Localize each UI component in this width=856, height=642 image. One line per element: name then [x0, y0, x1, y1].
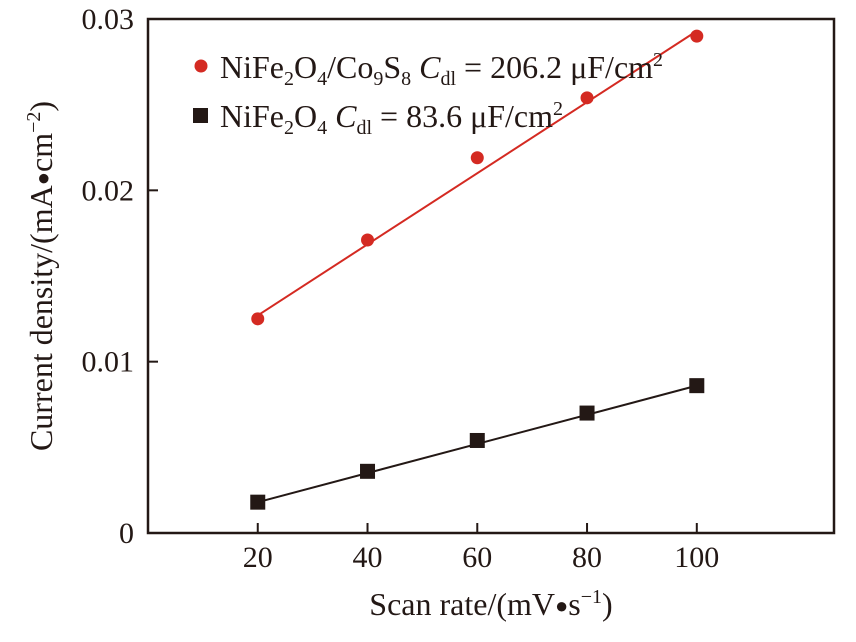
x-tick-label: 20 [243, 541, 273, 574]
data-point-nife2o4 [469, 432, 485, 448]
fit-line-nife2o4-co9s8 [257, 30, 698, 317]
data-point-nife2o4 [360, 463, 376, 479]
legend-label-nife2o4-co9s8: NiFe2O4/Co9S8 Cdl = 206.2 μF/cm2 [220, 49, 663, 90]
y-axis-label: Current density/(mA●cm−2) [23, 101, 59, 451]
data-point-nife2o4-co9s8 [580, 91, 594, 105]
data-point-nife2o4-co9s8 [361, 233, 375, 247]
legend-marker-nife2o4-co9s8 [194, 59, 208, 73]
data-point-nife2o4 [579, 405, 595, 421]
x-tick-label: 40 [353, 541, 383, 574]
y-tick-label: 0 [119, 517, 134, 550]
legend-label-nife2o4: NiFe2O4 Cdl = 83.6 μF/cm2 [220, 98, 563, 139]
y-tick-label: 0.02 [82, 174, 135, 207]
y-tick-label: 0.01 [82, 346, 135, 379]
x-tick-label: 60 [462, 541, 492, 574]
axis-ticks: 20 40 60 80 100 0 0.01 0.02 0.03 [82, 3, 720, 574]
data-point-nife2o4-co9s8 [690, 29, 704, 43]
legend-marker-nife2o4 [193, 108, 208, 123]
x-tick-label: 100 [674, 541, 719, 574]
y-tick-label: 0.03 [82, 3, 135, 36]
data-point-nife2o4-co9s8 [470, 151, 484, 165]
data-point-nife2o4 [689, 378, 705, 394]
legend: NiFe2O4/Co9S8 Cdl = 206.2 μF/cm2 NiFe2O4… [193, 49, 663, 139]
data-point-nife2o4 [250, 494, 266, 510]
x-tick-label: 80 [572, 541, 602, 574]
x-axis-label: Scan rate/(mV●s−1) [369, 586, 612, 622]
data-points [250, 29, 705, 510]
data-point-nife2o4-co9s8 [251, 312, 265, 326]
plot-frame [146, 17, 836, 535]
